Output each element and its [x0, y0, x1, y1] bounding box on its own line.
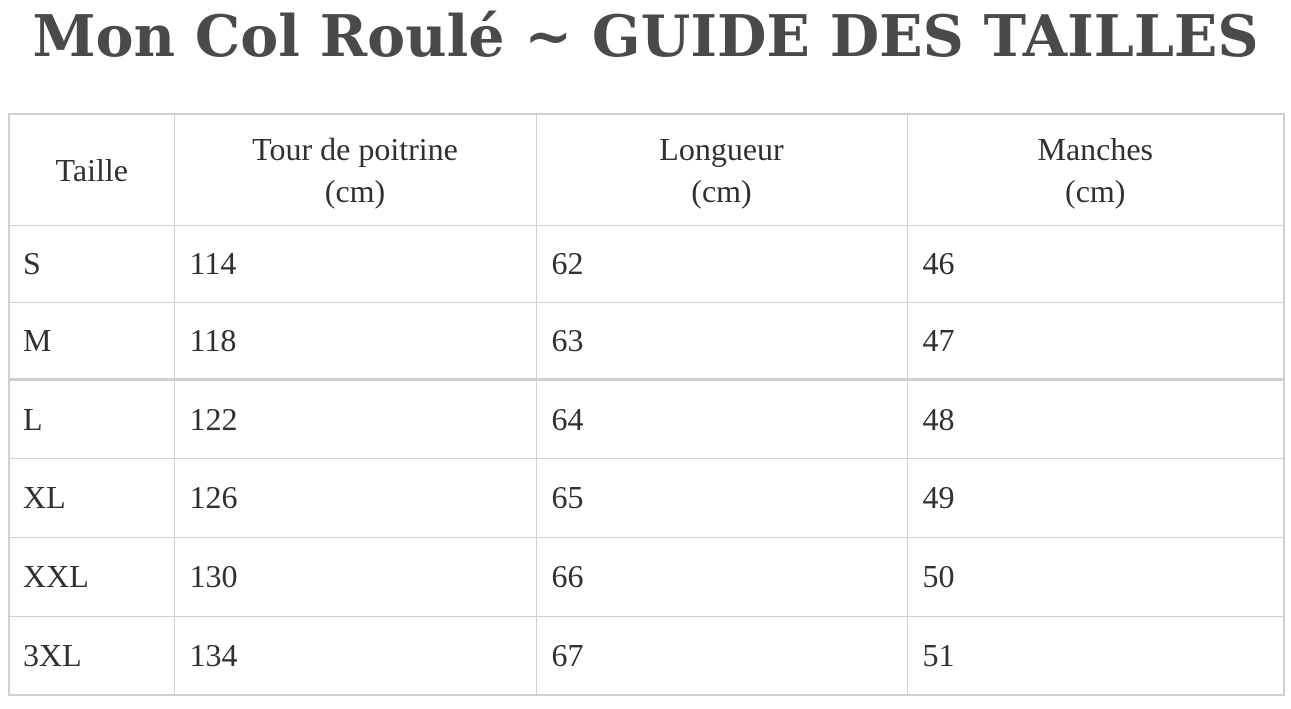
table-row-l: L 122 64 48 — [8, 378, 1285, 459]
sleeve-cell: 50 — [906, 536, 1285, 617]
length-cell: 67 — [535, 615, 908, 696]
column-unit: (cm) — [1065, 173, 1126, 209]
sleeve-cell: 49 — [906, 457, 1285, 538]
header-row: Taille Tour de poitrine (cm) Longueur (cm) Ma… — [8, 113, 1285, 226]
length-cell: 66 — [535, 536, 908, 617]
page-title: Mon Col Roulé ~ GUIDE DES TAILLES — [32, 3, 1259, 70]
length-cell: 64 — [535, 378, 908, 459]
length-cell: 63 — [535, 301, 908, 381]
table-row-m: M 118 63 47 — [8, 301, 1285, 381]
sleeve-cell: 48 — [906, 378, 1285, 459]
chest-cell: 126 — [173, 457, 537, 538]
size-cell: M — [8, 301, 175, 381]
column-label: Longueur — [659, 131, 784, 167]
column-header-manches: Manches (cm) — [906, 113, 1285, 226]
chest-cell: 118 — [173, 301, 537, 381]
size-cell: S — [8, 224, 175, 303]
size-cell: XL — [8, 457, 175, 538]
column-unit: (cm) — [324, 173, 386, 209]
chest-cell: 114 — [173, 224, 537, 303]
table-row-3xl: 3XL 134 67 51 — [8, 615, 1285, 696]
sleeve-cell: 46 — [906, 224, 1285, 303]
length-cell: 65 — [535, 457, 908, 538]
sleeve-cell: 51 — [906, 615, 1285, 696]
table-body-bottom: L 122 64 48 XL 126 65 49 XXL 130 66 50 3XL 134 67 51 — [8, 378, 1285, 696]
column-label: Manches — [1037, 131, 1153, 167]
size-guide-table: Taille Tour de poitrine (cm) Longueur (cm) Ma… — [8, 113, 1285, 697]
column-unit: (cm) — [691, 173, 752, 209]
table-row-xxl: XXL 130 66 50 — [8, 536, 1285, 617]
column-header-taille: Taille — [8, 113, 175, 226]
column-label: Tour de poitrine — [252, 131, 458, 167]
size-cell: L — [8, 378, 175, 459]
table-row-xl: XL 126 65 49 — [8, 457, 1285, 538]
table-row-s: S 114 62 46 — [8, 224, 1285, 303]
size-cell: XXL — [8, 536, 175, 617]
chest-cell: 130 — [173, 536, 537, 617]
length-cell: 62 — [535, 224, 908, 303]
chest-cell: 122 — [173, 378, 537, 459]
column-header-tour-de-poitrine: Tour de poitrine (cm) — [173, 113, 537, 226]
size-cell: 3XL — [8, 615, 175, 696]
column-label: Taille — [55, 152, 128, 188]
column-header-longueur: Longueur (cm) — [535, 113, 908, 226]
chest-cell: 134 — [173, 615, 537, 696]
table-body-top: S 114 62 46 M 118 63 47 — [8, 224, 1285, 381]
table-header: Taille Tour de poitrine (cm) Longueur (cm) Ma… — [8, 113, 1285, 226]
sleeve-cell: 47 — [906, 301, 1285, 381]
